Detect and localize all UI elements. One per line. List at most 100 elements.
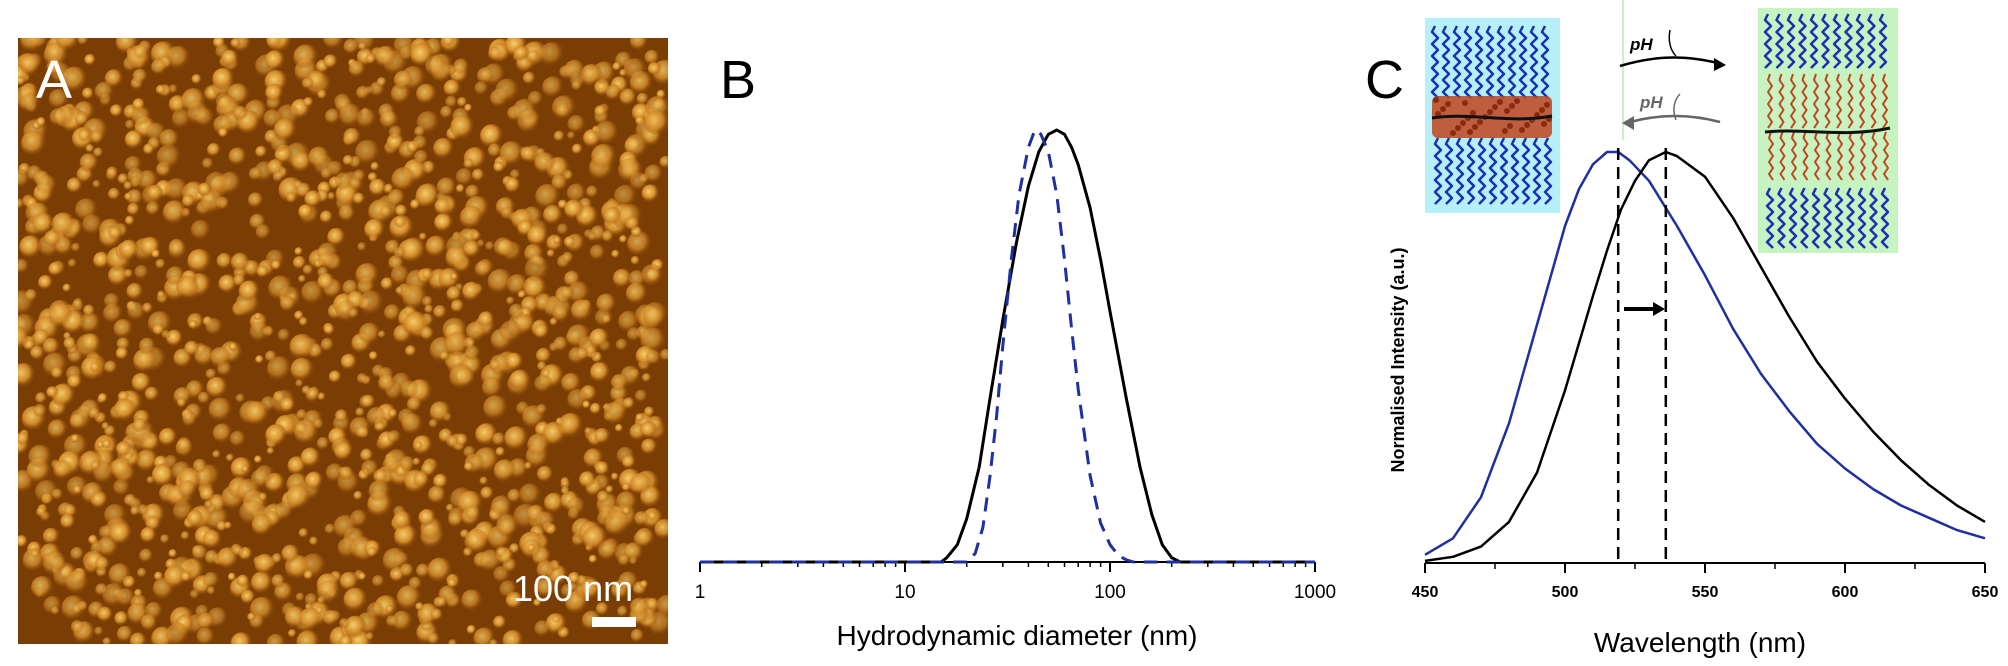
afm-grain: [368, 351, 379, 361]
afm-grain: [140, 526, 157, 544]
afm-grain: [499, 580, 518, 599]
afm-grain: [82, 214, 104, 236]
afm-grain: [557, 412, 584, 439]
afm-grain: [591, 143, 617, 170]
afm-grain: [635, 413, 645, 423]
afm-grain: [65, 570, 90, 595]
core-bead: [1504, 108, 1510, 114]
afm-grain: [95, 583, 109, 597]
polymer-chain: [1474, 25, 1484, 99]
afm-grain: [108, 563, 132, 587]
afm-grain: [20, 92, 41, 113]
afm-grain: [343, 587, 368, 612]
afm-grain: [116, 441, 133, 458]
afm-grain: [536, 465, 554, 483]
afm-grain: [133, 348, 158, 373]
afm-grain: [216, 252, 233, 270]
afm-grain: [408, 576, 423, 591]
afm-grain: [596, 293, 617, 314]
afm-grain: [619, 235, 628, 244]
polymer-chain: [1801, 73, 1808, 129]
afm-grain: [387, 430, 402, 444]
afm-grain: [617, 605, 629, 618]
afm-grain: [315, 606, 324, 615]
afm-grain: [42, 550, 68, 576]
afm-grain: [245, 401, 270, 426]
x-ticks-c: 450 500 550 600 650: [1412, 563, 1998, 601]
afm-grain: [487, 46, 503, 62]
afm-grain: [611, 249, 620, 259]
afm-grain: [414, 126, 426, 138]
afm-grain: [634, 389, 648, 403]
afm-grain: [241, 464, 250, 474]
inset-right-chains: [1763, 13, 1891, 249]
core-bead: [1440, 106, 1446, 112]
polymer-chain: [1878, 13, 1888, 69]
afm-grain: [67, 258, 78, 268]
afm-grain: [566, 324, 592, 349]
afm-grain: [635, 527, 656, 548]
afm-grain: [544, 492, 565, 514]
afm-grain: [156, 144, 182, 170]
afm-grain: [453, 58, 470, 76]
polymer-chain: [1540, 25, 1550, 99]
afm-grain: [356, 373, 369, 385]
afm-grain: [542, 204, 564, 226]
afm-grain: [18, 169, 31, 189]
core-bead: [1492, 104, 1498, 110]
afm-grain: [323, 54, 339, 69]
afm-grain: [317, 89, 328, 100]
afm-grain: [439, 351, 450, 361]
afm-grain: [90, 460, 101, 471]
core-bead: [1539, 107, 1545, 113]
polymer-chain: [1543, 137, 1553, 205]
afm-grain: [440, 105, 454, 119]
afm-grain: [589, 402, 602, 415]
afm-grain: [561, 251, 575, 264]
afm-grain: [18, 258, 30, 274]
panel-label-b: B: [720, 50, 756, 110]
afm-grain: [114, 611, 129, 626]
afm-grain: [499, 141, 525, 167]
afm-grain: [589, 244, 606, 261]
afm-grain: [387, 188, 406, 207]
afm-grain: [230, 38, 241, 49]
polymer-chain: [1837, 131, 1843, 181]
afm-grain: [230, 252, 251, 273]
afm-grain: [352, 192, 366, 205]
afm-grain: [298, 274, 307, 284]
afm-grain: [412, 135, 429, 151]
afm-grain: [641, 373, 652, 383]
afm-grain: [463, 158, 474, 170]
afm-grain: [181, 194, 196, 208]
ph-down-icon: [1668, 29, 1677, 57]
afm-grain: [507, 488, 522, 504]
afm-grain: [434, 197, 452, 216]
afm-grain: [536, 403, 548, 415]
afm-grain: [355, 425, 370, 439]
afm-grain: [642, 302, 668, 328]
afm-grain: [317, 251, 336, 270]
afm-grain: [250, 571, 274, 594]
afm-grain: [578, 471, 597, 489]
afm-grain: [553, 336, 569, 352]
afm-grain: [442, 38, 456, 48]
afm-grain: [18, 326, 31, 350]
afm-grain: [207, 586, 216, 596]
chart-c: C 450 500 550 600 650 Normalised Intensity (…: [1365, 0, 1998, 658]
afm-grain: [394, 215, 408, 229]
polymer-chain: [1870, 73, 1877, 129]
afm-grain: [445, 503, 455, 513]
afm-grain: [189, 589, 200, 600]
afm-grain: [83, 304, 96, 317]
afm-grain: [396, 585, 422, 611]
polymer-chain: [1532, 137, 1542, 205]
afm-grain: [301, 77, 314, 90]
afm-grain: [313, 418, 325, 430]
polymer-chain: [1510, 137, 1520, 205]
afm-grain: [32, 212, 55, 235]
afm-grain: [218, 127, 229, 138]
core-bead: [1497, 99, 1503, 105]
afm-grain: [295, 592, 305, 602]
polymer-chain: [1788, 187, 1798, 249]
